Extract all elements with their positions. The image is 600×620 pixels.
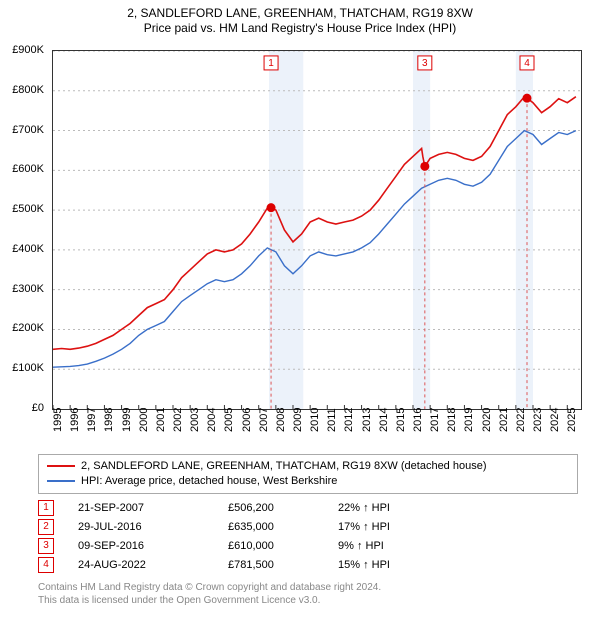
sale-marker-badge: 4	[38, 557, 54, 573]
svg-text:3: 3	[422, 58, 428, 69]
svg-text:4: 4	[524, 58, 530, 69]
x-tick-label: 2012	[343, 408, 355, 432]
footer-line1: Contains HM Land Registry data © Crown c…	[38, 582, 578, 595]
table-row: 4 24-AUG-2022£781,50015% ↑ HPI	[38, 555, 578, 574]
sale-price: £610,000	[228, 540, 338, 552]
legend-swatch	[47, 465, 75, 467]
legend-label: 2, SANDLEFORD LANE, GREENHAM, THATCHAM, …	[81, 460, 487, 472]
chart-plot-area: 1 3 4	[52, 50, 582, 410]
sale-delta: 17% ↑ HPI	[338, 521, 458, 533]
x-tick-label: 1998	[103, 408, 115, 432]
x-tick-label: 1996	[69, 408, 81, 432]
y-tick-label: £200K	[12, 322, 44, 334]
title-line2: Price paid vs. HM Land Registry's House …	[0, 21, 600, 36]
x-tick-label: 1999	[121, 408, 133, 432]
sale-marker-badge: 2	[38, 519, 54, 535]
page: 2, SANDLEFORD LANE, GREENHAM, THATCHAM, …	[0, 0, 600, 620]
sales-table: 1 21-SEP-2007£506,20022% ↑ HPI 2 29-JUL-201…	[38, 498, 578, 574]
legend-item: HPI: Average price, detached house, West…	[47, 474, 569, 489]
x-tick-label: 1995	[52, 408, 64, 432]
legend-label: HPI: Average price, detached house, West…	[81, 475, 337, 487]
x-tick-label: 2016	[412, 408, 424, 432]
legend: 2, SANDLEFORD LANE, GREENHAM, THATCHAM, …	[38, 454, 578, 494]
x-tick-label: 2023	[532, 408, 544, 432]
y-tick-label: £500K	[12, 203, 44, 215]
sale-marker-badge: 1	[38, 500, 54, 516]
chart-svg: 1 3 4	[53, 51, 581, 409]
x-tick-label: 2014	[378, 408, 390, 432]
x-tick-label: 1997	[86, 408, 98, 432]
x-axis-labels: 1995199619971998199920002001200220032004…	[52, 412, 582, 452]
x-tick-label: 2001	[155, 408, 167, 432]
y-tick-label: £400K	[12, 243, 44, 255]
x-tick-label: 2020	[481, 408, 493, 432]
sale-date: 09-SEP-2016	[78, 540, 228, 552]
sale-delta: 15% ↑ HPI	[338, 559, 458, 571]
sale-delta: 22% ↑ HPI	[338, 502, 458, 514]
y-tick-label: £0	[32, 402, 44, 414]
chart-title: 2, SANDLEFORD LANE, GREENHAM, THATCHAM, …	[0, 0, 600, 36]
table-row: 1 21-SEP-2007£506,20022% ↑ HPI	[38, 498, 578, 517]
title-line1: 2, SANDLEFORD LANE, GREENHAM, THATCHAM, …	[0, 6, 600, 21]
y-tick-label: £800K	[12, 84, 44, 96]
x-tick-label: 2017	[429, 408, 441, 432]
sale-delta: 9% ↑ HPI	[338, 540, 458, 552]
x-tick-label: 2013	[361, 408, 373, 432]
x-tick-label: 2004	[206, 408, 218, 432]
sale-date: 24-AUG-2022	[78, 559, 228, 571]
y-tick-label: £600K	[12, 163, 44, 175]
x-tick-label: 2015	[395, 408, 407, 432]
x-tick-label: 2009	[292, 408, 304, 432]
svg-text:1: 1	[268, 58, 274, 69]
sale-price: £781,500	[228, 559, 338, 571]
sale-price: £506,200	[228, 502, 338, 514]
x-tick-label: 2003	[189, 408, 201, 432]
table-row: 2 29-JUL-2016£635,00017% ↑ HPI	[38, 517, 578, 536]
legend-item: 2, SANDLEFORD LANE, GREENHAM, THATCHAM, …	[47, 459, 569, 474]
x-tick-label: 2010	[309, 408, 321, 432]
sale-marker-badge: 3	[38, 538, 54, 554]
y-tick-label: £300K	[12, 283, 44, 295]
x-tick-label: 2019	[463, 408, 475, 432]
table-row: 3 09-SEP-2016£610,0009% ↑ HPI	[38, 536, 578, 555]
footer-line2: This data is licensed under the Open Gov…	[38, 595, 578, 608]
x-tick-label: 2002	[172, 408, 184, 432]
x-tick-label: 2022	[515, 408, 527, 432]
x-tick-label: 2025	[566, 408, 578, 432]
x-tick-label: 2000	[138, 408, 150, 432]
x-tick-label: 2006	[241, 408, 253, 432]
x-tick-label: 2005	[223, 408, 235, 432]
x-tick-label: 2018	[446, 408, 458, 432]
x-tick-label: 2007	[258, 408, 270, 432]
x-tick-label: 2011	[326, 408, 338, 432]
sale-date: 21-SEP-2007	[78, 502, 228, 514]
y-axis-labels: £0£100K£200K£300K£400K£500K£600K£700K£80…	[0, 50, 48, 410]
legend-swatch	[47, 480, 75, 482]
x-tick-label: 2024	[549, 408, 561, 432]
y-tick-label: £900K	[12, 44, 44, 56]
x-tick-label: 2008	[275, 408, 287, 432]
sale-price: £635,000	[228, 521, 338, 533]
y-tick-label: £100K	[12, 362, 44, 374]
x-tick-label: 2021	[498, 408, 510, 432]
y-tick-label: £700K	[12, 124, 44, 136]
footer: Contains HM Land Registry data © Crown c…	[38, 582, 578, 607]
sale-date: 29-JUL-2016	[78, 521, 228, 533]
